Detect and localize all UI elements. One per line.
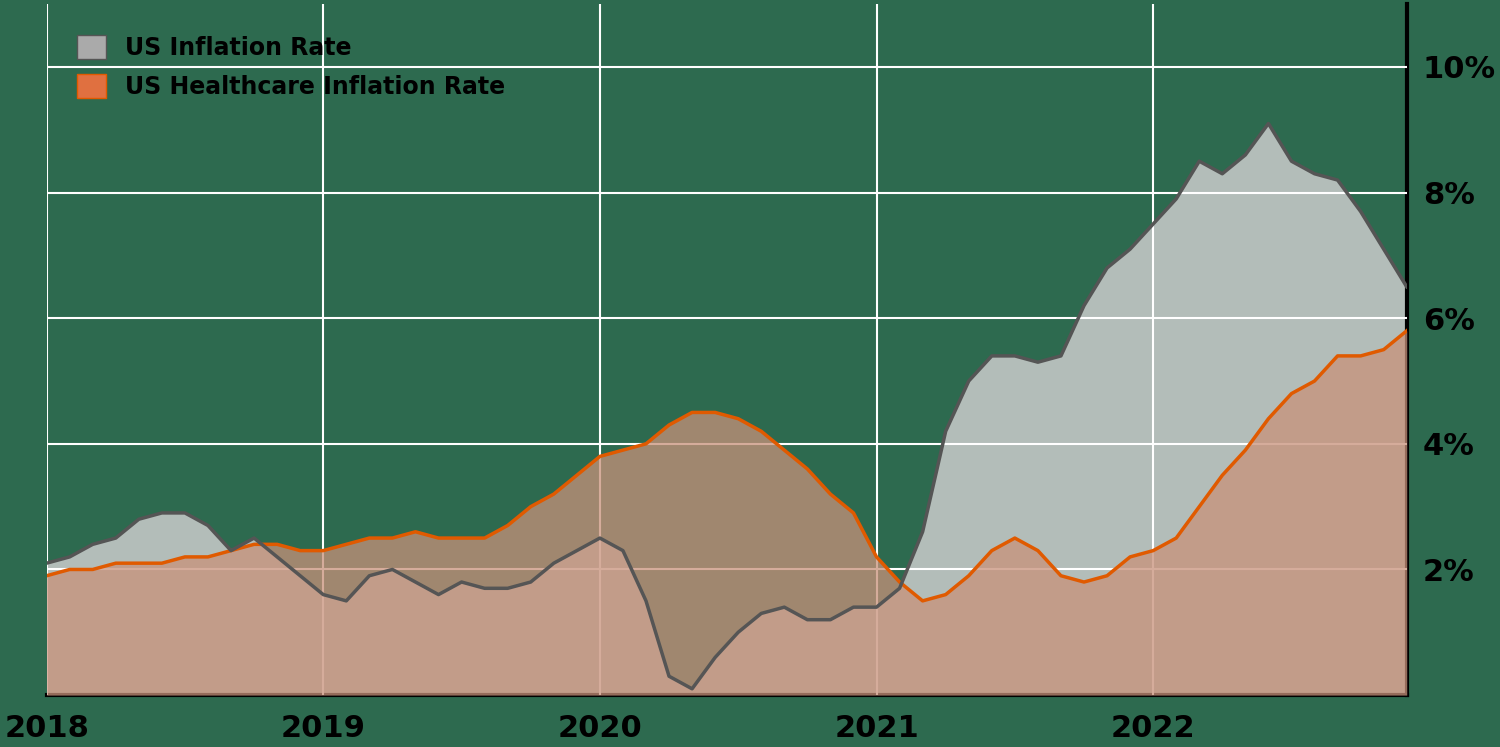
Legend: US Inflation Rate, US Healthcare Inflation Rate: US Inflation Rate, US Healthcare Inflati…: [58, 16, 524, 118]
